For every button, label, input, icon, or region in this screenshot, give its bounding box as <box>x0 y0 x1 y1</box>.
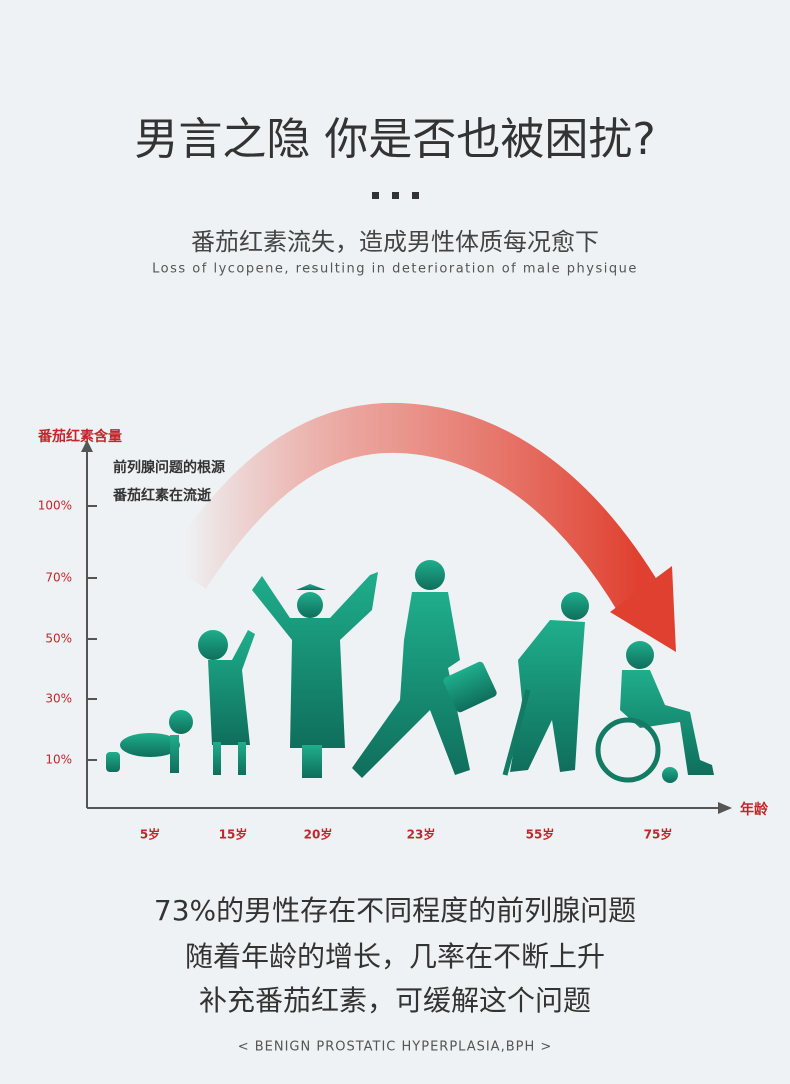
x-labels: 5岁 15岁 20岁 23岁 55岁 75岁 <box>140 827 673 842</box>
footer-line: 补充番茄红素，可缓解这个问题 <box>199 984 591 1017</box>
x-label: 20岁 <box>304 827 333 842</box>
businessman <box>352 560 497 778</box>
decline-arrow <box>164 402 662 613</box>
annotation: 前列腺问题的根源 <box>113 459 225 476</box>
y-label: 100% <box>38 499 72 513</box>
y-axis-label: 番茄红素含量 <box>37 428 122 445</box>
x-axis-arrow <box>718 802 732 814</box>
y-label: 50% <box>45 632 72 646</box>
elder <box>502 592 589 776</box>
title: 男言之隐 你是否也被困扰? <box>134 114 655 165</box>
x-label: 15岁 <box>219 827 248 842</box>
y-label: 30% <box>45 692 72 706</box>
arrow-head <box>610 566 676 652</box>
x-label: 5岁 <box>140 827 160 842</box>
footer-line: 随着年龄的增长，几率在不断上升 <box>185 940 605 973</box>
x-label: 55岁 <box>526 827 555 842</box>
footer-line: 73%的男性存在不同程度的前列腺问题 <box>154 894 636 927</box>
annotation: 番茄红素在流逝 <box>112 487 212 504</box>
x-label: 75岁 <box>644 827 673 842</box>
wheelchair <box>595 641 714 783</box>
x-label: 23岁 <box>407 827 436 842</box>
y-label: 70% <box>45 571 72 585</box>
baby <box>106 710 193 773</box>
footer-note: < BENIGN PROSTATIC HYPERPLASIA,BPH > <box>238 1040 553 1055</box>
subtitle-en: Loss of lycopene, resulting in deteriora… <box>152 262 638 277</box>
child <box>198 630 255 775</box>
dots <box>372 192 419 199</box>
subtitle: 番茄红素流失，造成男性体质每况愈下 <box>191 228 599 256</box>
y-axis-arrow <box>81 440 93 452</box>
x-axis-label: 年龄 <box>740 801 769 818</box>
graduate <box>252 572 378 778</box>
silhouettes <box>106 560 714 783</box>
y-label: 10% <box>45 753 72 767</box>
y-labels: 100% 70% 50% 30% 10% <box>38 499 97 767</box>
